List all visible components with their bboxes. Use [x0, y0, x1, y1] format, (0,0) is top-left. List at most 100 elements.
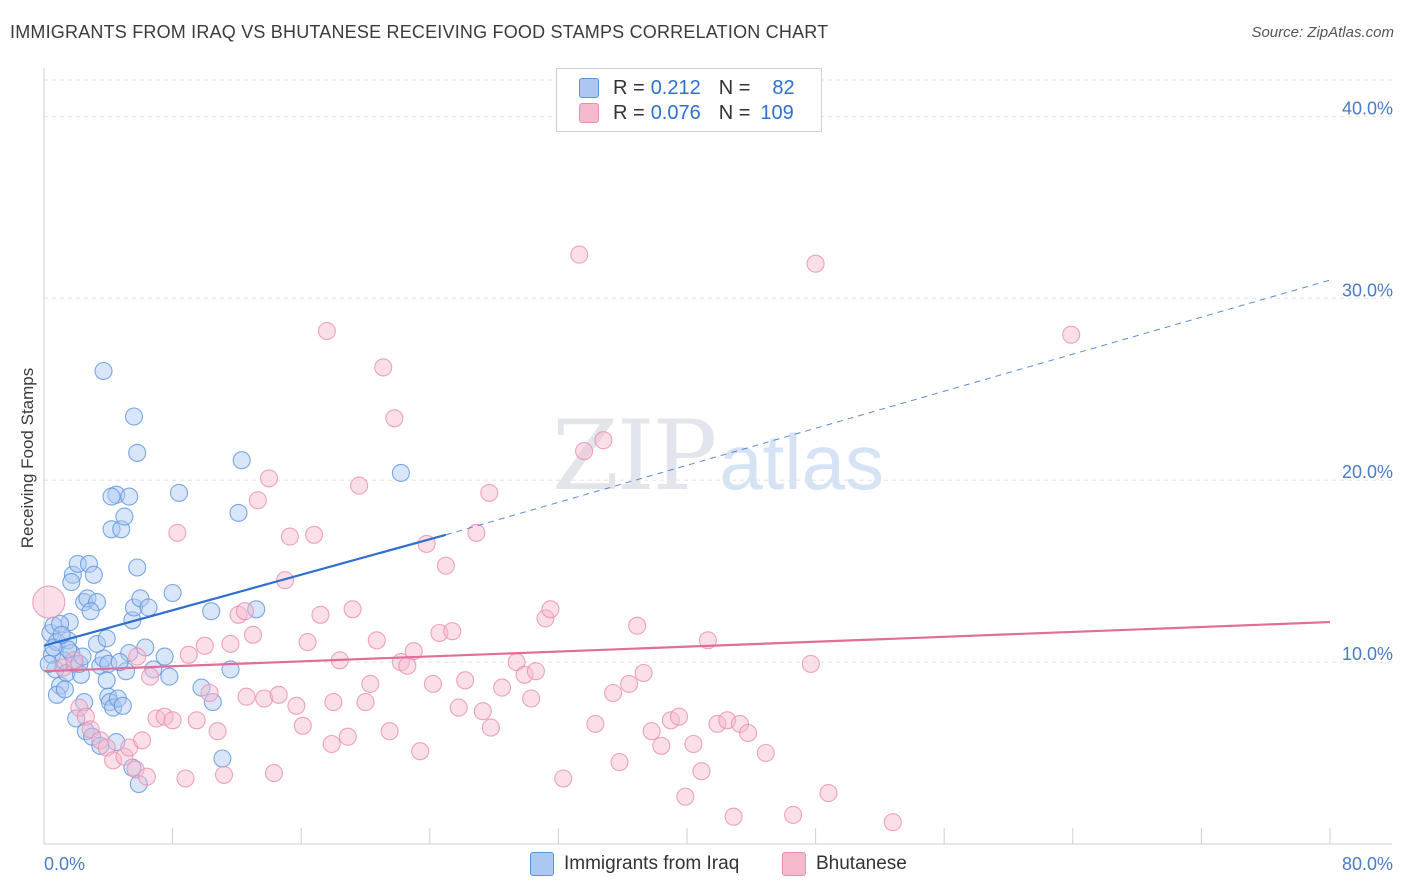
y-tick-label: 10.0%	[1342, 644, 1393, 664]
bhutanese-point	[1062, 325, 1081, 344]
iraq-point	[75, 693, 94, 712]
bhutanese-point	[669, 707, 689, 726]
bhutanese-point	[91, 731, 110, 750]
bhutanese-point	[141, 667, 160, 686]
x-tick-label: 80.0%	[1342, 854, 1393, 874]
iraq-point	[39, 654, 58, 673]
bhutanese-point	[179, 645, 198, 664]
iraq-point	[124, 407, 144, 426]
bhutanese-point	[65, 651, 84, 670]
bhutanese-point	[195, 636, 214, 655]
bhutanese-point	[287, 696, 306, 715]
bhutanese-point	[115, 747, 134, 766]
bhutanese-point	[819, 784, 838, 803]
bhutanese-point	[305, 525, 324, 544]
bhutanese-point	[676, 787, 695, 806]
bottom-legend-bhutanese: Bhutanese	[782, 851, 907, 877]
iraq-point	[163, 583, 182, 603]
bhutanese-point	[692, 762, 711, 781]
y-tick-label: 30.0%	[1342, 280, 1393, 300]
iraq-point	[128, 558, 147, 577]
iraq-point	[120, 487, 139, 506]
bhutanese-point	[443, 622, 462, 641]
bhutanese-point	[739, 723, 758, 743]
bhutanese-point	[684, 734, 703, 754]
iraq-point	[202, 602, 221, 621]
bhutanese-point	[526, 662, 545, 681]
bhutanese-point	[235, 602, 254, 621]
legend-row-iraq: R = 0.212 N = 82	[579, 76, 795, 100]
bhutanese-point	[586, 714, 605, 733]
legend-n-label: N =	[718, 101, 751, 124]
bhutanese-point	[237, 687, 256, 706]
legend-r-value: 0.212	[650, 76, 701, 99]
bhutanese-point	[168, 523, 187, 542]
bhutanese-point	[481, 718, 500, 737]
bhutanese-point	[756, 743, 775, 763]
bhutanese-point	[356, 693, 375, 712]
iraq-point	[139, 598, 158, 617]
bhutanese-point	[473, 702, 492, 721]
bhutanese-point	[708, 714, 727, 733]
iraq-point	[102, 520, 121, 539]
iraq-point	[247, 600, 266, 619]
legend-swatch-bhutanese	[579, 103, 599, 123]
chart-source: Source: ZipAtlas.com	[1251, 24, 1394, 41]
trend-lines	[43, 279, 1331, 673]
bhutanese-point	[801, 654, 820, 673]
bhutanese-point	[806, 254, 825, 273]
y-tick-label: 40.0%	[1342, 98, 1393, 118]
iraq-point	[97, 629, 116, 648]
bhutanese-point	[248, 491, 267, 510]
iraq-point	[124, 598, 144, 617]
iraq-point	[115, 507, 134, 526]
bhutanese-point	[293, 716, 312, 735]
bhutanese-point	[137, 767, 156, 786]
bhutanese-point	[187, 711, 206, 730]
bottom-legend-swatch-iraq	[530, 852, 554, 876]
bhutanese-point	[126, 760, 145, 779]
bhutanese-point	[385, 409, 404, 428]
bhutanese-point	[634, 663, 653, 683]
bhutanese-point	[575, 442, 594, 461]
bhutanese-point	[604, 683, 623, 703]
legend-r-label: R =	[613, 101, 645, 124]
axes	[43, 68, 1392, 845]
iraq-point	[160, 667, 179, 686]
bhutanese-point	[221, 634, 240, 653]
bhutanese-point	[338, 727, 357, 746]
bhutanese-point	[380, 722, 399, 741]
iraq-point	[229, 503, 248, 522]
bhutanese-point	[652, 736, 671, 755]
iraq-point	[213, 749, 232, 768]
bottom-legend-label-iraq: Immigrants from Iraq	[564, 853, 740, 874]
correlation-legend: R = 0.212 N = 82 R = 0.076 N = 109	[556, 68, 822, 132]
bhutanese-point	[322, 734, 341, 754]
bhutanese-point	[456, 671, 475, 690]
iraq-point	[102, 487, 121, 506]
series-bhutanese-points	[32, 245, 1081, 832]
bhutanese-point	[423, 674, 443, 693]
iraq-point	[84, 565, 103, 584]
bhutanese-point	[449, 698, 468, 717]
bhutanese-point	[280, 527, 299, 546]
legend-r-label: R =	[613, 76, 645, 99]
bhutanese-point	[104, 751, 123, 770]
iraq-point	[62, 573, 81, 592]
trend-line-bhutanese	[43, 620, 1331, 673]
bhutanese-point	[610, 753, 629, 772]
bhutanese-point	[570, 245, 589, 264]
bhutanese-point	[642, 722, 661, 741]
bhutanese-point	[176, 769, 195, 788]
bhutanese-point	[32, 585, 66, 619]
bhutanese-point	[350, 476, 369, 495]
iraq-point	[391, 463, 410, 482]
iraq-point	[128, 443, 147, 462]
y-tick-label: 20.0%	[1342, 462, 1393, 482]
bhutanese-point	[298, 633, 317, 652]
bhutanese-point	[784, 805, 803, 824]
bhutanese-point	[128, 647, 147, 666]
bhutanese-point	[311, 605, 330, 624]
bhutanese-point	[515, 665, 534, 684]
